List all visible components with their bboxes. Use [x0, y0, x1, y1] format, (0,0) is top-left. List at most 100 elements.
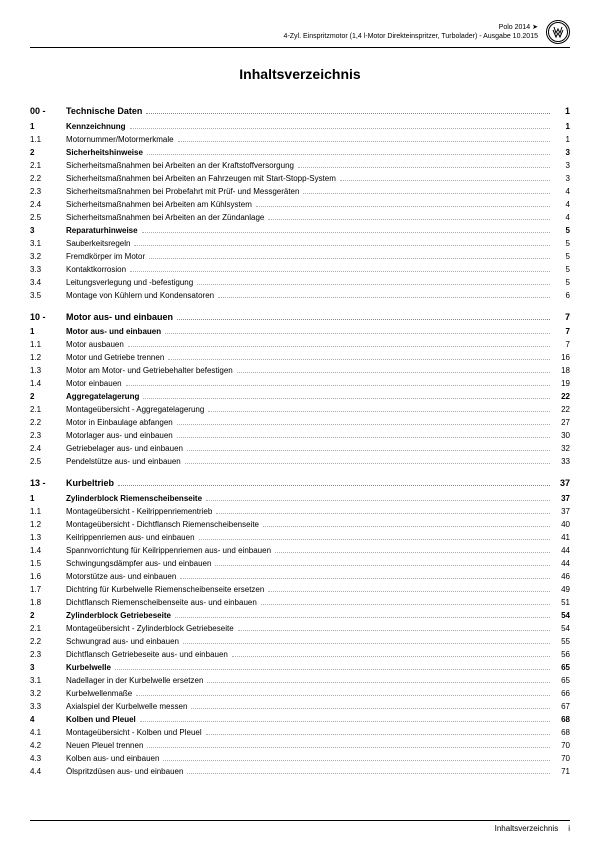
dot-leader: [208, 405, 550, 412]
item-page: 5: [554, 277, 570, 289]
dot-leader: [175, 611, 550, 618]
item-label: Motor und Getriebe trennen: [66, 352, 164, 364]
dot-leader: [268, 585, 550, 592]
item-number: 2: [30, 391, 66, 403]
item-page: 3: [554, 173, 570, 185]
item-page: 49: [554, 584, 570, 596]
dot-leader: [187, 444, 550, 451]
dot-leader: [136, 689, 550, 696]
item-number: 2.2: [30, 636, 66, 648]
toc-item-row: 3.3Kontaktkorrosion5: [30, 264, 570, 276]
item-page: 7: [554, 339, 570, 351]
item-number: 2.3: [30, 649, 66, 661]
item-number: 1.8: [30, 597, 66, 609]
item-label: Sicherheitsmaßnahmen bei Arbeiten an der…: [66, 212, 264, 224]
toc-item-row: 1.3Keilrippenriemen aus- und einbauen41: [30, 532, 570, 544]
item-page: 4: [554, 186, 570, 198]
item-label: Axialspiel der Kurbelwelle messen: [66, 701, 187, 713]
item-number: 1.1: [30, 506, 66, 518]
toc-item-row: 2.2Schwungrad aus- und einbauen 55: [30, 636, 570, 648]
item-label: Kurbelwellenmaße: [66, 688, 132, 700]
section-label: Kurbeltrieb: [66, 477, 114, 491]
item-label: Aggregatelagerung: [66, 391, 139, 403]
dot-leader: [199, 533, 550, 540]
item-label: Sicherheitsmaßnahmen bei Probefahrt mit …: [66, 186, 299, 198]
item-page: 1: [554, 134, 570, 146]
item-number: 1: [30, 493, 66, 505]
item-label: Montageübersicht - Kolben und Pleuel: [66, 727, 202, 739]
item-page: 65: [554, 662, 570, 674]
item-number: 3: [30, 225, 66, 237]
toc-item-row: 2.2Motor in Einbaulage abfangen27: [30, 417, 570, 429]
item-page: 44: [554, 558, 570, 570]
dot-leader: [185, 457, 550, 464]
toc-item-row: 2.5Pendelstütze aus- und einbauen33: [30, 456, 570, 468]
toc-item-row: 1.1Motornummer/Motormerkmale 1: [30, 134, 570, 146]
toc-item-row: 2.5Sicherheitsmaßnahmen bei Arbeiten an …: [30, 212, 570, 224]
item-page: 71: [554, 766, 570, 778]
item-number: 4.1: [30, 727, 66, 739]
toc-item-row: 3Reparaturhinweise5: [30, 225, 570, 237]
item-page: 68: [554, 727, 570, 739]
item-label: Montageübersicht - Aggregatelagerung: [66, 404, 204, 416]
toc-item-row: 3.1Sauberkeitsregeln5: [30, 238, 570, 250]
item-page: 7: [554, 326, 570, 338]
item-number: 4: [30, 714, 66, 726]
item-label: Montageübersicht - Keilrippenriementrieb: [66, 506, 212, 518]
toc-item-row: 1Motor aus- und einbauen7: [30, 326, 570, 338]
item-label: Pendelstütze aus- und einbauen: [66, 456, 181, 468]
item-label: Sicherheitsmaßnahmen bei Arbeiten an Fah…: [66, 173, 336, 185]
toc-item-row: 2Aggregatelagerung 22: [30, 391, 570, 403]
item-number: 3.2: [30, 688, 66, 700]
toc-item-row: 4.1Montageübersicht - Kolben und Pleuel 6…: [30, 727, 570, 739]
toc-item-row: 4.4Ölspritzdüsen aus- und einbauen71: [30, 766, 570, 778]
item-page: 27: [554, 417, 570, 429]
toc-item-row: 2.3Motorlager aus- und einbauen30: [30, 430, 570, 442]
item-number: 4.4: [30, 766, 66, 778]
item-page: 22: [554, 391, 570, 403]
toc-item-row: 2.3Dichtflansch Getriebeseite aus- und e…: [30, 649, 570, 661]
dot-leader: [115, 663, 550, 670]
item-page: 70: [554, 740, 570, 752]
item-label: Dichtring für Kurbelwelle Riemenscheiben…: [66, 584, 264, 596]
toc-item-row: 3.2Fremdkörper im Motor5: [30, 251, 570, 263]
dot-leader: [163, 754, 550, 761]
item-number: 2.1: [30, 160, 66, 172]
item-number: 2.1: [30, 404, 66, 416]
toc-item-row: 1.6Motorstütze aus- und einbauen46: [30, 571, 570, 583]
model-line: Polo 2014 ➤: [30, 23, 538, 32]
dot-leader: [142, 226, 550, 233]
item-number: 4.2: [30, 740, 66, 752]
item-label: Reparaturhinweise: [66, 225, 138, 237]
toc-item-row: 1.3Motor am Motor- und Getriebehalter be…: [30, 365, 570, 377]
section-label: Motor aus- und einbauen: [66, 311, 173, 325]
dot-leader: [180, 572, 550, 579]
dot-leader: [216, 507, 550, 514]
item-label: Schwungrad aus- und einbauen: [66, 636, 179, 648]
item-number: 2.5: [30, 212, 66, 224]
item-page: 40: [554, 519, 570, 531]
document-header: Polo 2014 ➤ 4-Zyl. Einspritzmotor (1,4 l…: [30, 20, 570, 48]
dot-leader: [215, 559, 550, 566]
item-label: Kennzeichnung: [66, 121, 126, 133]
item-label: Kolben und Pleuel: [66, 714, 136, 726]
item-number: 1.1: [30, 134, 66, 146]
toc-item-row: 3.2Kurbelwellenmaße66: [30, 688, 570, 700]
item-page: 5: [554, 264, 570, 276]
item-page: 55: [554, 636, 570, 648]
item-number: 1: [30, 121, 66, 133]
item-number: 4.3: [30, 753, 66, 765]
item-number: 2.3: [30, 430, 66, 442]
toc-item-row: 1Kennzeichnung1: [30, 121, 570, 133]
item-label: Motornummer/Motormerkmale: [66, 134, 174, 146]
toc-item-row: 2.1Montageübersicht - Aggregatelagerung2…: [30, 404, 570, 416]
item-page: 37: [554, 493, 570, 505]
dot-leader: [177, 418, 550, 425]
item-label: Dichtflansch Riemenscheibenseite aus- un…: [66, 597, 257, 609]
item-number: 2.4: [30, 443, 66, 455]
item-label: Kontaktkorrosion: [66, 264, 126, 276]
item-page: 68: [554, 714, 570, 726]
item-number: 2.3: [30, 186, 66, 198]
dot-leader: [218, 291, 550, 298]
item-label: Keilrippenriemen aus- und einbauen: [66, 532, 195, 544]
